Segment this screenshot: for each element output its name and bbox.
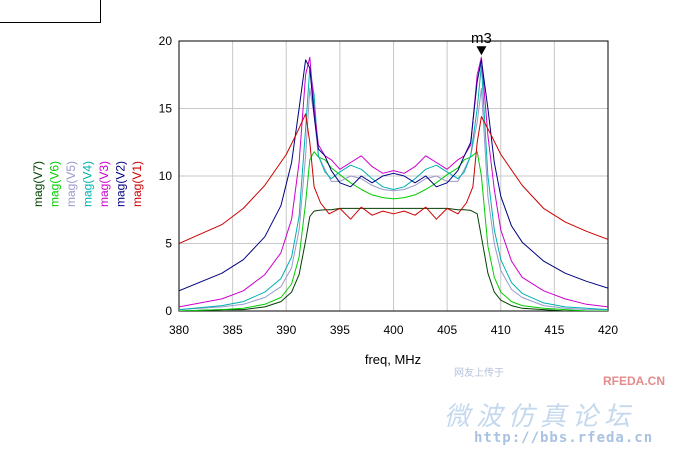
x-tick-label: 410 xyxy=(491,323,511,337)
y-tick-label: 0 xyxy=(165,304,172,318)
y-tick-label: 5 xyxy=(165,237,172,251)
series-line-magv5 xyxy=(179,87,608,311)
x-tick-label: 385 xyxy=(223,323,243,337)
x-tick-label: 420 xyxy=(598,323,618,337)
series-line-magv6 xyxy=(179,151,608,311)
series-line-magv7 xyxy=(179,207,608,311)
x-tick-label: 400 xyxy=(383,323,403,337)
legend: mag(V7) mag(V6) mag(V5) mag(V4) mag(V3) mag(V… xyxy=(31,161,144,207)
x-tick-label: 415 xyxy=(544,323,564,337)
tick-labels: 380 385 390 395 400 405 410 415 420 0 5 10 15 20 xyxy=(159,34,619,337)
marker-label: m3 xyxy=(471,30,492,47)
corner-frame xyxy=(0,0,101,23)
series-layer xyxy=(179,56,608,311)
plot-area-frame xyxy=(178,40,609,312)
legend-item: mag(V1) xyxy=(130,161,144,207)
watermark: 网友上传于 RFEDA.CN 微波仿真论坛 http://bbs.rfeda.c… xyxy=(410,360,689,454)
marker-m3: m3 xyxy=(471,30,492,56)
watermark-site: RFEDA.CN xyxy=(603,374,665,388)
series-line-magv3 xyxy=(179,56,608,308)
chart-grid xyxy=(178,40,609,312)
series-line-magv2 xyxy=(179,59,608,292)
x-tick-label: 390 xyxy=(276,323,296,337)
series-line-magv1 xyxy=(179,113,608,244)
x-tick-label: 395 xyxy=(330,323,350,337)
x-tick-label: 380 xyxy=(169,323,189,337)
watermark-url: http://bbs.rfeda.cn xyxy=(474,430,654,446)
marker-triangle xyxy=(476,46,487,56)
y-tick-label: 15 xyxy=(159,102,173,116)
watermark-small-text: 网友上传于 xyxy=(454,368,504,379)
legend-item: mag(V2) xyxy=(114,161,128,207)
legend-item: mag(V5) xyxy=(64,161,78,207)
y-tick-label: 20 xyxy=(159,34,173,48)
x-tick-label: 405 xyxy=(437,323,457,337)
watermark-title: 微波仿真论坛 xyxy=(444,402,637,432)
y-tick-label: 10 xyxy=(159,169,173,183)
legend-item: mag(V7) xyxy=(31,161,45,207)
legend-item: mag(V6) xyxy=(48,161,62,207)
legend-item: mag(V4) xyxy=(81,161,95,207)
x-axis-label: freq, MHz xyxy=(365,352,421,367)
series-line-magv4 xyxy=(179,64,608,311)
legend-item: mag(V3) xyxy=(97,161,111,207)
